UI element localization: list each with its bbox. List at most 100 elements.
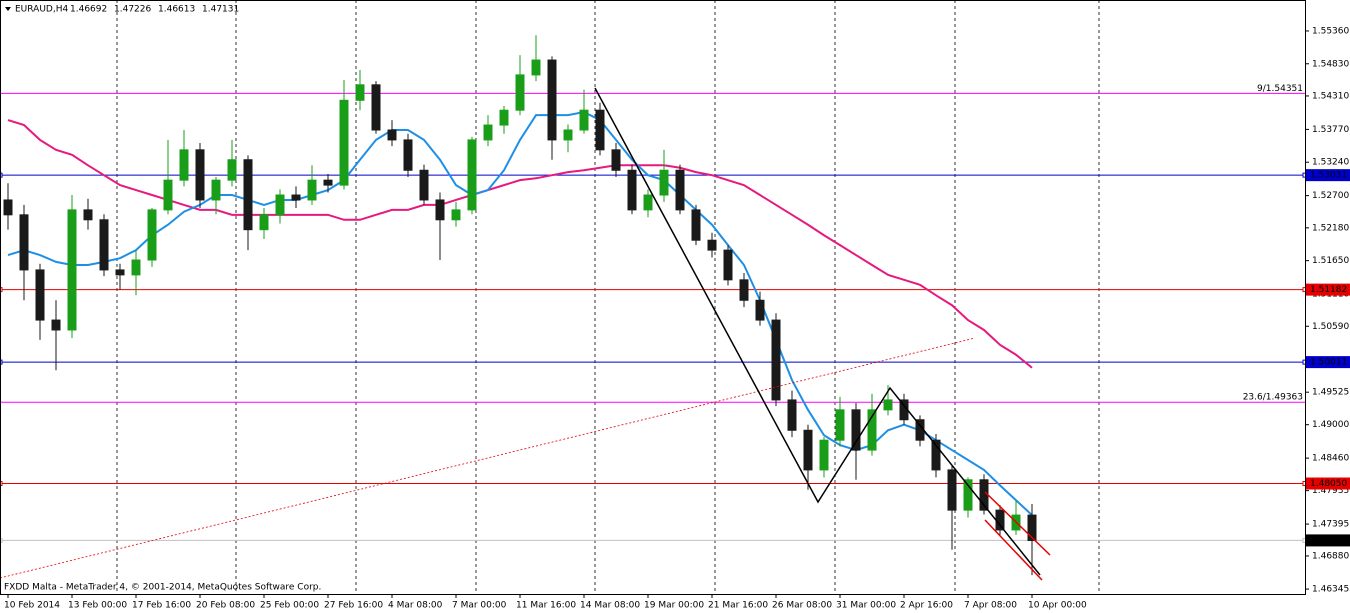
- candle-body: [259, 214, 269, 231]
- candle-body: [531, 59, 541, 76]
- candle-body: [291, 194, 301, 201]
- candle-body: [803, 429, 813, 471]
- x-tick-label: 7 Apr 08:00: [964, 601, 1017, 611]
- y-tick-label: 1.47935: [1312, 486, 1349, 496]
- ohlc-value: 1.47226: [114, 5, 151, 15]
- candle-body: [51, 319, 61, 331]
- candle-body: [739, 279, 749, 301]
- candle-body: [675, 169, 685, 211]
- level-box: [1306, 477, 1350, 490]
- y-tick-label: 1.50590: [1312, 322, 1349, 332]
- zigzag: [594, 87, 1041, 576]
- indicator-lines: [7, 111, 1033, 516]
- candle-body: [467, 139, 477, 211]
- y-axis: 1.55360 1.54830 1.54310 1.53770 1.53240 1.527…: [1305, 26, 1350, 595]
- level-label: 1.53031: [1310, 171, 1347, 181]
- x-tick-label: 25 Feb 00:00: [260, 601, 319, 611]
- candle-body: [307, 179, 317, 201]
- candle-body: [179, 149, 189, 181]
- candle-body: [723, 249, 733, 281]
- ohlc-value: 1.46613: [158, 5, 195, 15]
- level-text: 23.6/1.49363: [1243, 393, 1303, 403]
- candle-body: [659, 169, 669, 196]
- candles: [3, 35, 1037, 576]
- candle-body: [547, 59, 557, 141]
- candle-body: [387, 129, 397, 141]
- y-tick-label: 1.46345: [1312, 585, 1349, 595]
- x-tick-label: 7 Mar 00:00: [452, 601, 507, 611]
- candle-body: [131, 259, 141, 276]
- x-tick-label: 2 Apr 16:00: [900, 601, 953, 611]
- candle-body: [83, 209, 93, 221]
- candle-body: [771, 319, 781, 401]
- level-label: 1.51182: [1310, 285, 1347, 295]
- candle-body: [275, 194, 285, 216]
- plot-frame: [0, 0, 1306, 595]
- candle-body: [403, 139, 413, 171]
- menu-icon: [5, 7, 11, 11]
- candle-body: [435, 199, 445, 221]
- x-tick-label: 20 Feb 08:00: [196, 601, 255, 611]
- ohlc-value: 1.46692: [70, 5, 107, 15]
- ohlc-value: 1.47131: [202, 5, 239, 15]
- x-tick-label: 10 Feb 2014: [4, 601, 60, 611]
- x-tick-label: 17 Feb 16:00: [132, 601, 191, 611]
- candle-body: [627, 169, 637, 211]
- y-tick-label: 1.52180: [1312, 223, 1349, 233]
- x-tick-label: 4 Mar 08:00: [388, 601, 443, 611]
- y-tick-label: 1.54830: [1312, 59, 1349, 69]
- candle-body: [323, 179, 333, 186]
- candle-body: [483, 124, 493, 141]
- candle-body: [563, 129, 573, 141]
- level-label: 1.50011: [1310, 358, 1347, 368]
- candle-body: [995, 509, 1005, 531]
- x-tick-label: 31 Mar 00:00: [836, 601, 896, 611]
- level-box: [1306, 283, 1350, 296]
- channel-line: [984, 519, 1043, 581]
- candle-body: [195, 149, 205, 201]
- candle-body: [339, 99, 349, 186]
- y-tick-label: 1.53770: [1312, 125, 1349, 135]
- candle-body: [451, 209, 461, 221]
- trend-line: [0, 337, 976, 579]
- candle-body: [579, 109, 589, 131]
- level-box: [1306, 534, 1350, 547]
- x-tick-label: 27 Feb 16:00: [324, 601, 383, 611]
- level-box: [1306, 356, 1350, 369]
- candle-body: [643, 194, 653, 211]
- candle-body: [99, 219, 109, 271]
- candle-body: [147, 209, 157, 261]
- y-tick-label: 1.51650: [1312, 256, 1349, 266]
- candle-body: [787, 399, 797, 431]
- candle-body: [19, 214, 29, 271]
- candle-body: [243, 159, 253, 231]
- candle-body: [499, 109, 509, 126]
- level-box: [1306, 169, 1350, 182]
- candle-body: [931, 439, 941, 471]
- y-tick-label: 1.46880: [1312, 551, 1349, 561]
- x-tick-label: 13 Feb 00:00: [68, 601, 127, 611]
- indicator-line: [7, 119, 1033, 369]
- header: EURAUD,H4 1.46692 1.47226 1.46613 1.47131: [5, 5, 239, 15]
- candle-body: [963, 479, 973, 511]
- candle-body: [835, 409, 845, 441]
- level-label: 1.47131: [1310, 536, 1347, 546]
- candle-body: [355, 84, 365, 101]
- x-tick-label: 11 Mar 16:00: [516, 601, 576, 611]
- y-tick-label: 1.52700: [1312, 191, 1349, 201]
- y-tick-label: 1.47395: [1312, 520, 1349, 530]
- candle-body: [867, 409, 877, 451]
- candle-body: [707, 239, 717, 251]
- candle-body: [67, 209, 77, 331]
- candle-body: [947, 469, 957, 511]
- candle-body: [3, 199, 13, 216]
- candle-body: [419, 169, 429, 201]
- candle-body: [35, 269, 45, 321]
- y-tick-label: 1.48460: [1312, 454, 1349, 464]
- y-tick-label: 1.53240: [1312, 158, 1349, 168]
- level-label: 1.48050: [1310, 479, 1347, 489]
- candle-body: [115, 269, 125, 276]
- x-axis: 10 Feb 2014 13 Feb 00:00 17 Feb 16:00 20 Fe…: [4, 594, 1087, 611]
- candle-body: [211, 179, 221, 201]
- indicator-line: [7, 111, 1033, 516]
